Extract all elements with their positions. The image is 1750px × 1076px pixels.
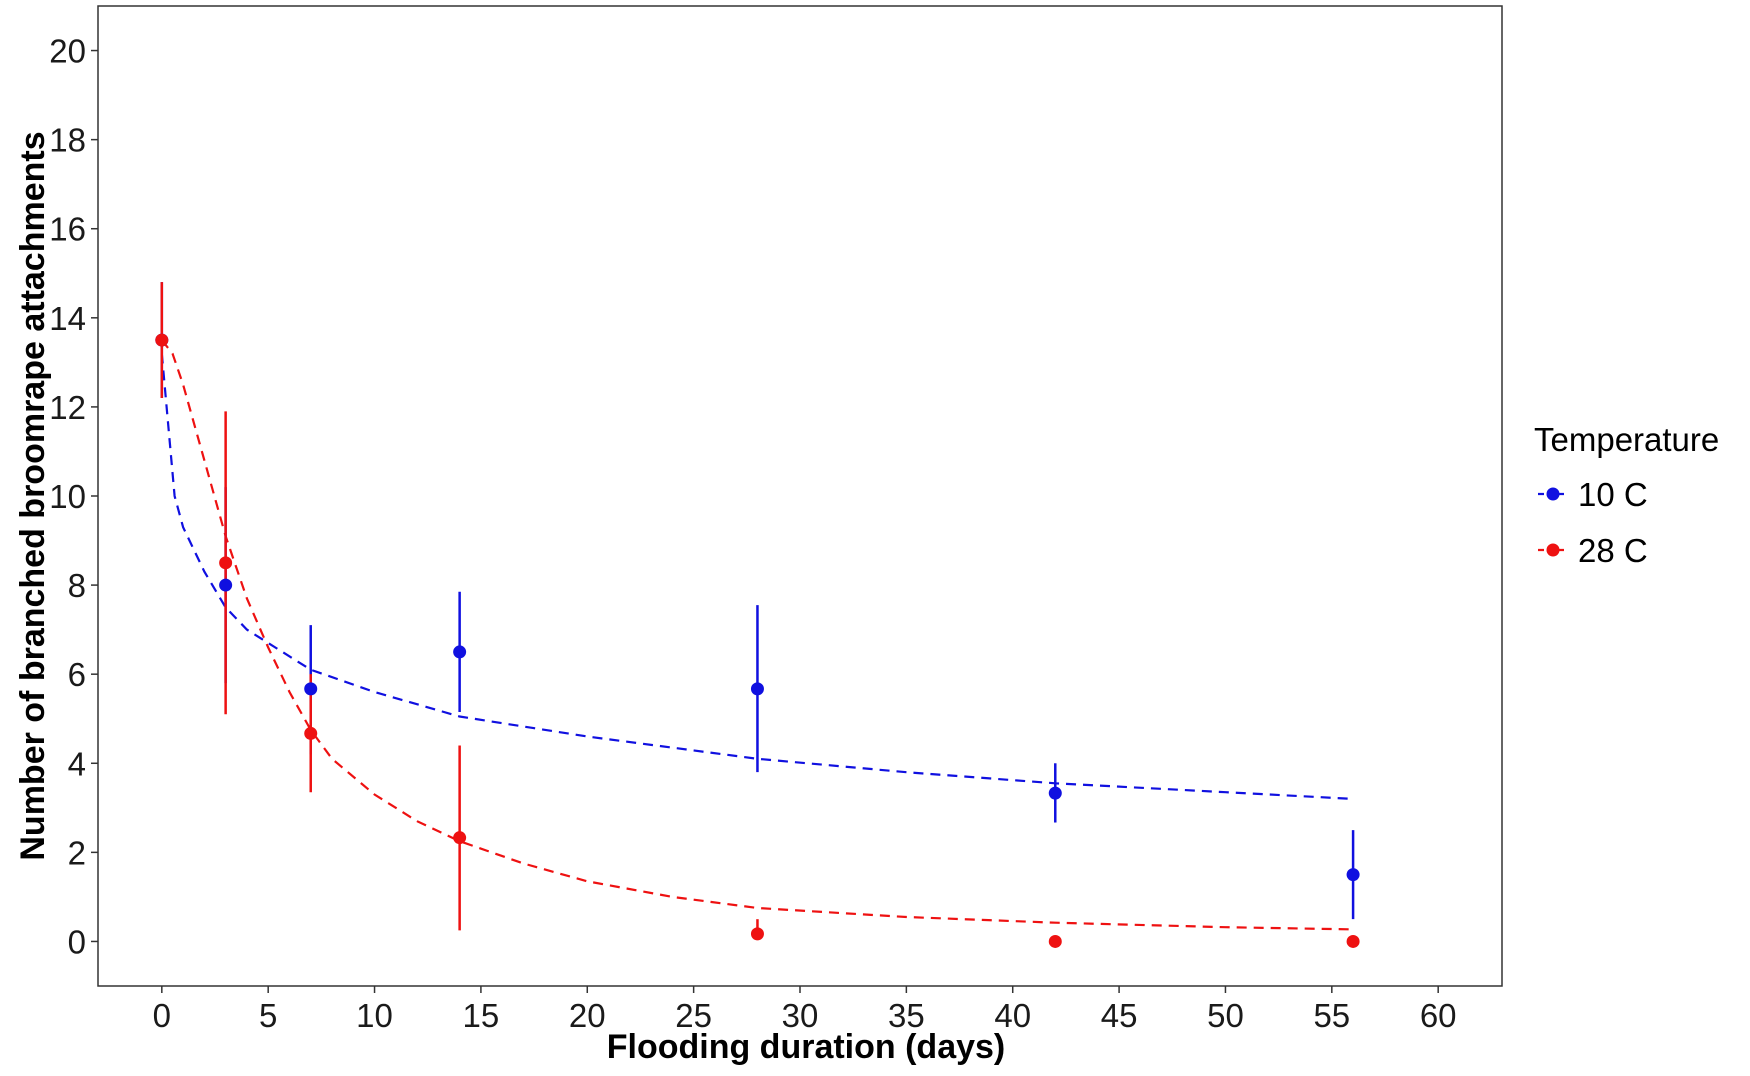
- data-point: [453, 645, 467, 659]
- y-tick-label: 14: [49, 300, 86, 337]
- legend-key-point: [1546, 487, 1560, 501]
- x-tick-label: 0: [153, 997, 171, 1034]
- x-tick-label: 40: [994, 997, 1031, 1034]
- fit-line: [160, 353, 1354, 800]
- data-points: [155, 333, 1360, 948]
- x-axis: 0 5 10 15 20 25 30 35 40 45 50 55 60: [153, 986, 1457, 1034]
- y-tick-label: 12: [49, 389, 86, 426]
- plot-panel: [97, 5, 1503, 987]
- data-point: [304, 682, 318, 696]
- data-point: [155, 333, 169, 347]
- data-point: [750, 927, 764, 941]
- x-tick-label: 30: [782, 997, 819, 1034]
- data-point: [1048, 786, 1062, 800]
- y-tick-label: 6: [68, 656, 86, 693]
- y-tick-label: 2: [68, 834, 86, 871]
- data-point: [304, 726, 318, 740]
- x-tick-label: 60: [1420, 997, 1457, 1034]
- y-axis: 0 2 4 6 8 10 12 14 16 18 20: [49, 33, 98, 960]
- fit-lines: [160, 339, 1354, 931]
- y-tick-label: 10: [49, 478, 86, 515]
- data-point: [750, 682, 764, 696]
- x-tick-label: 55: [1313, 997, 1350, 1034]
- x-axis-title: Flooding duration (days): [607, 1028, 1006, 1066]
- x-tick-label: 50: [1207, 997, 1244, 1034]
- x-tick-label: 10: [356, 997, 393, 1034]
- x-tick-label: 25: [675, 997, 712, 1034]
- x-tick-label: 35: [888, 997, 925, 1034]
- data-point: [219, 578, 233, 592]
- legend-label: 28 C: [1578, 532, 1648, 569]
- legend-key-point: [1546, 543, 1560, 557]
- data-point: [1346, 868, 1360, 882]
- fit-line: [160, 339, 1354, 931]
- y-axis-title: Number of branched broomrape attachments: [14, 131, 52, 860]
- legend-title: Temperature: [1534, 421, 1719, 458]
- x-tick-label: 15: [463, 997, 500, 1034]
- y-tick-label: 0: [68, 923, 86, 960]
- legend: Temperature 10 C 28 C: [1534, 421, 1719, 569]
- y-tick-label: 20: [49, 33, 86, 70]
- x-tick-label: 45: [1101, 997, 1138, 1034]
- y-tick-label: 4: [68, 745, 86, 782]
- legend-label: 10 C: [1578, 476, 1648, 513]
- x-tick-label: 5: [259, 997, 277, 1034]
- x-tick-label: 20: [569, 997, 606, 1034]
- data-point: [219, 556, 233, 570]
- y-tick-label: 18: [49, 122, 86, 159]
- data-point: [1346, 934, 1360, 948]
- data-point: [1048, 934, 1062, 948]
- y-tick-label: 16: [49, 211, 86, 248]
- data-point: [453, 831, 467, 845]
- y-tick-label: 8: [68, 567, 86, 604]
